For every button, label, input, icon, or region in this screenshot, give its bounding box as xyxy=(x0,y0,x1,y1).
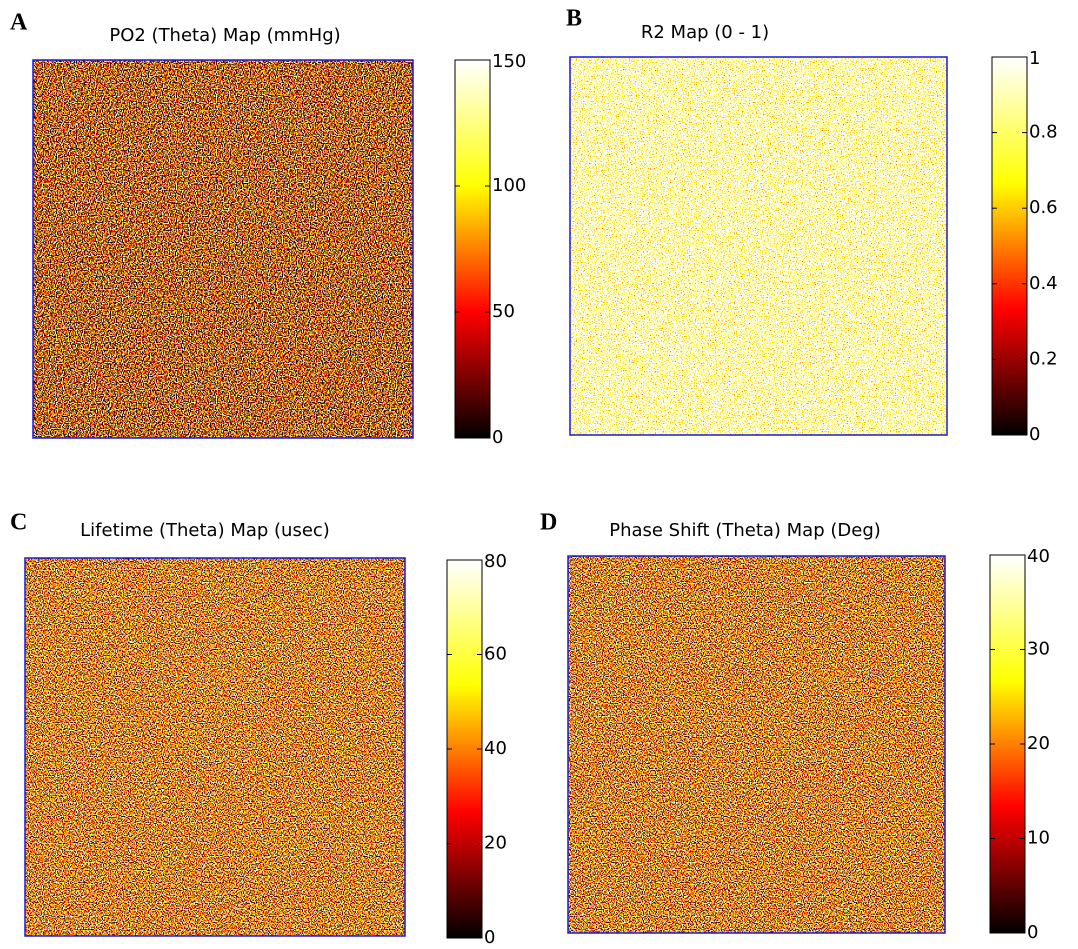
colorbar xyxy=(989,554,1026,934)
colorbar-tick-label: 0.6 xyxy=(1029,197,1058,218)
panel: C Lifetime (Theta) Map (usec) 0 20 40 60 80 xyxy=(10,510,507,949)
colorbar-tick-label: 0.8 xyxy=(1029,122,1058,143)
map-image xyxy=(33,60,413,438)
colorbar-tick-label: 1 xyxy=(1029,48,1040,69)
colorbar xyxy=(446,559,483,939)
colorbar-tick-label: 0 xyxy=(1029,424,1040,445)
map-frame xyxy=(32,59,414,439)
colorbar-tick-label: 150 xyxy=(492,51,526,72)
colorbar-tick-label: 20 xyxy=(484,833,507,854)
panel: B R2 Map (0 - 1) 0 0.2 0.4 0.6 0.8 1 xyxy=(566,6,1058,446)
panel-title: Phase Shift (Theta) Map (Deg) xyxy=(609,520,881,541)
colorbar-tick-label: 30 xyxy=(1027,639,1050,660)
map-image xyxy=(568,556,945,933)
map-image xyxy=(570,57,947,435)
panel-label: C xyxy=(10,510,27,536)
colorbar-tick-label: 0 xyxy=(1027,922,1038,943)
panel-title: R2 Map (0 - 1) xyxy=(641,22,769,43)
panel-label: A xyxy=(10,10,28,36)
panel-label: D xyxy=(540,510,557,536)
colorbar-tick-label: 40 xyxy=(1027,546,1050,567)
colorbar xyxy=(454,59,491,439)
colorbar-tick-label: 50 xyxy=(492,301,515,322)
panel-label: B xyxy=(566,6,582,32)
colorbar-tick-label: 40 xyxy=(484,738,507,759)
colorbar-tick-label: 100 xyxy=(492,175,526,196)
colorbar-tick-label: 0.2 xyxy=(1029,348,1058,369)
panel-title: PO2 (Theta) Map (mmHg) xyxy=(109,25,340,46)
colorbar-tick-label: 80 xyxy=(484,551,507,572)
colorbar-tick-label: 0 xyxy=(492,427,503,448)
map-frame xyxy=(24,557,406,937)
colorbar-tick-label: 0.4 xyxy=(1029,273,1058,294)
colorbar-tick-label: 20 xyxy=(1027,733,1050,754)
panel-title: Lifetime (Theta) Map (usec) xyxy=(80,520,330,541)
map-frame xyxy=(569,56,948,436)
colorbar-tick-label: 10 xyxy=(1027,828,1050,849)
map-image xyxy=(25,558,405,936)
colorbar-tick-label: 60 xyxy=(484,644,507,665)
colorbar xyxy=(991,56,1028,436)
panel: D Phase Shift (Theta) Map (Deg) 0 10 20 30 40 xyxy=(540,510,1050,944)
map-frame xyxy=(567,555,946,934)
colorbar-tick-label: 0 xyxy=(484,927,495,948)
panel: A PO2 (Theta) Map (mmHg) 0 50 100 150 xyxy=(10,10,526,449)
